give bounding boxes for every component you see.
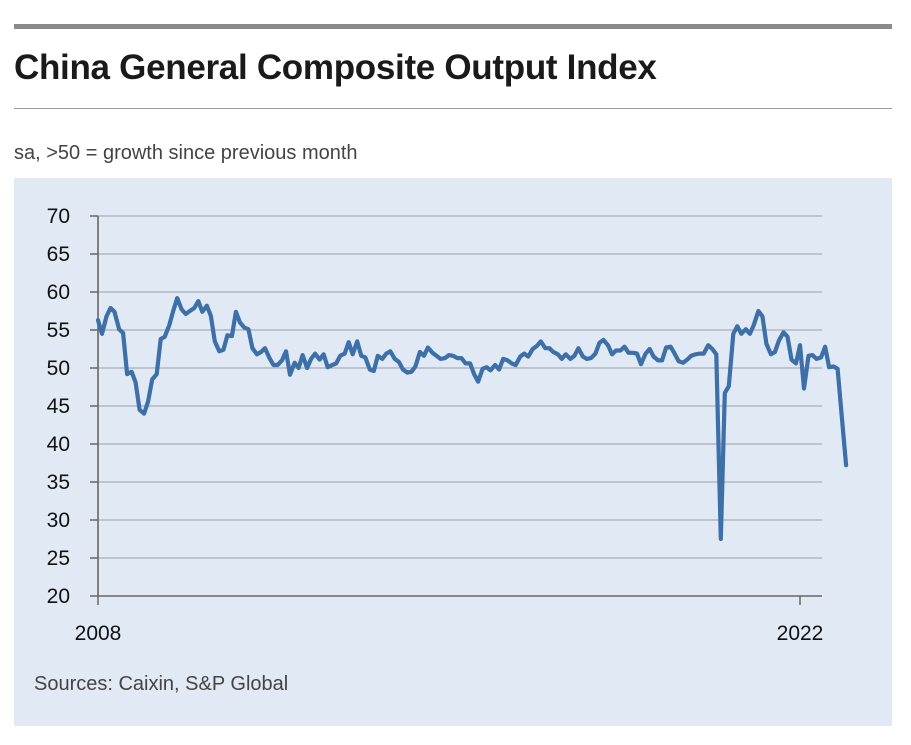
y-tick-label-60: 60 [47, 281, 70, 304]
chart-panel: 20 25 30 35 40 45 50 55 60 65 70 2008 2022 [14, 178, 892, 726]
top-rule [14, 24, 892, 29]
y-tick-label-20: 20 [47, 585, 70, 608]
line-chart: 20 25 30 35 40 45 50 55 60 65 70 2008 2022 [47, 205, 849, 645]
y-tick-label-65: 65 [47, 243, 70, 266]
y-tick-label-50: 50 [47, 357, 70, 380]
y-tick-label-35: 35 [47, 471, 70, 494]
series-layer [95, 295, 849, 542]
y-tick-label-30: 30 [47, 509, 70, 532]
x-tick-label-2022: 2022 [777, 622, 824, 645]
chart-title: China General Composite Output Index [14, 48, 657, 87]
axes [90, 215, 822, 605]
y-tick-label-70: 70 [47, 205, 70, 228]
y-tick-label-40: 40 [47, 433, 70, 456]
tick-labels: 20 25 30 35 40 45 50 55 60 65 70 2008 2022 [47, 205, 824, 645]
series-line-0 [95, 295, 849, 542]
y-tick-label-45: 45 [47, 395, 70, 418]
y-tick-label-25: 25 [47, 547, 70, 570]
x-tick-label-2008: 2008 [75, 622, 122, 645]
gridlines [98, 215, 822, 559]
source-note: Sources: Caixin, S&P Global [34, 673, 289, 695]
y-tick-label-55: 55 [47, 319, 70, 342]
title-rule [14, 108, 892, 109]
chart-subtitle: sa, >50 = growth since previous month [14, 142, 358, 164]
